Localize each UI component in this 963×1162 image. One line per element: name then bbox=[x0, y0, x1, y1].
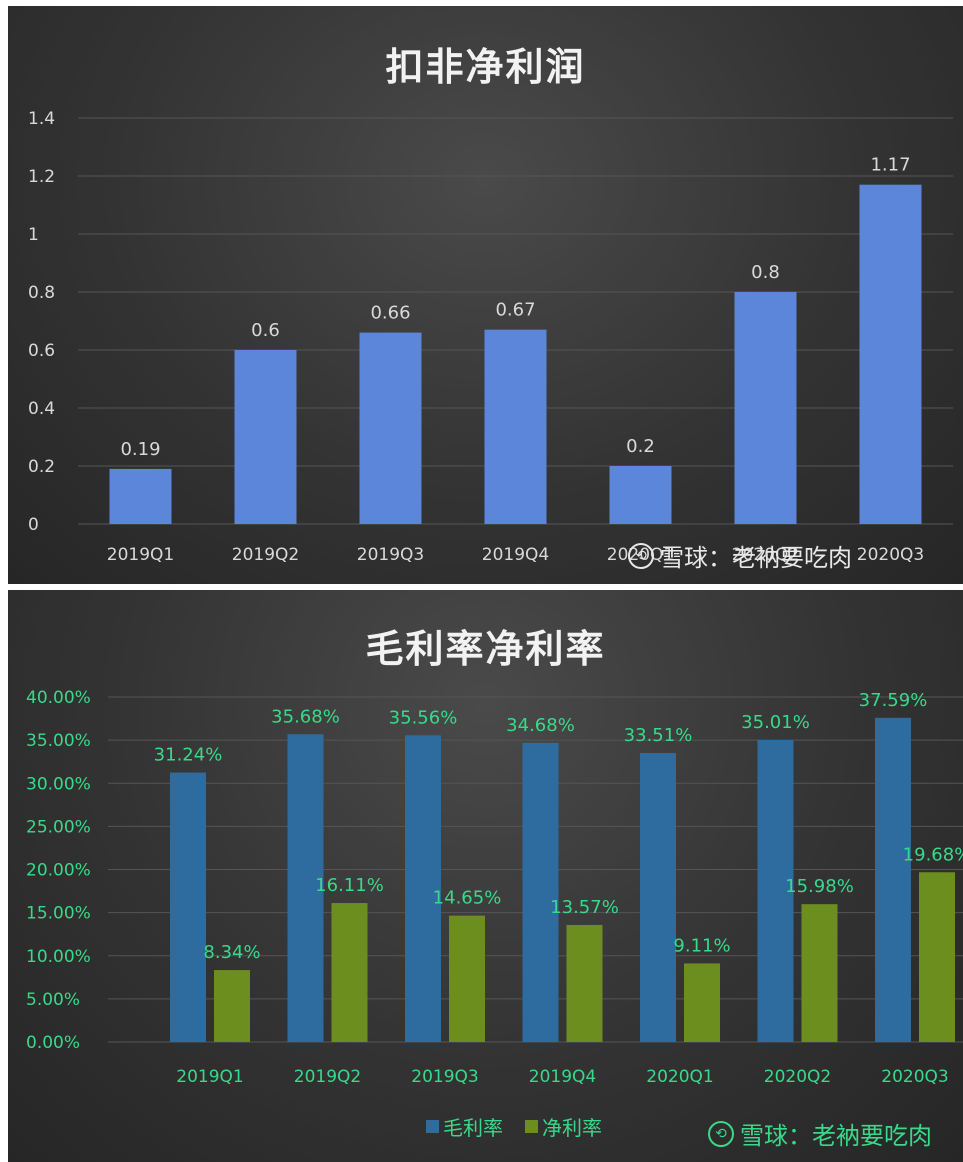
chart-title: 扣非净利润 bbox=[385, 45, 586, 89]
y-tick-label: 1.4 bbox=[28, 109, 55, 129]
bar bbox=[684, 963, 720, 1042]
data-label: 0.66 bbox=[370, 303, 410, 324]
bar bbox=[734, 292, 797, 524]
watermark-text: 雪球：老衲要吃肉 bbox=[660, 544, 852, 572]
y-tick-label: 30.00% bbox=[26, 774, 91, 794]
y-tick-label: 35.00% bbox=[26, 731, 91, 751]
data-label: 9.11% bbox=[673, 935, 730, 956]
x-tick-label: 2020Q3 bbox=[881, 1067, 948, 1087]
y-tick-label: 20.00% bbox=[26, 861, 91, 881]
bar bbox=[405, 735, 441, 1042]
legend-swatch bbox=[426, 1120, 439, 1133]
bar bbox=[484, 329, 547, 524]
data-label: 33.51% bbox=[624, 725, 693, 746]
x-tick-label: 2019Q4 bbox=[482, 545, 549, 565]
y-tick-label: 0 bbox=[28, 515, 39, 535]
data-label: 1.17 bbox=[870, 155, 910, 176]
y-tick-label: 0.6 bbox=[28, 341, 55, 361]
y-tick-label: 0.8 bbox=[28, 283, 55, 303]
chart-panel-margins: 毛利率净利率 0.00% 5.00% 10.00% 15.00% 20.00% 25.00… bbox=[8, 590, 963, 1162]
y-tick-label: 25.00% bbox=[26, 817, 91, 837]
bar bbox=[919, 872, 955, 1042]
data-label: 37.59% bbox=[859, 690, 928, 711]
data-label: 19.68% bbox=[903, 844, 963, 865]
y-tick-label: 0.4 bbox=[28, 399, 55, 419]
legend-swatch bbox=[525, 1120, 538, 1133]
data-label: 0.67 bbox=[495, 300, 535, 321]
data-label: 35.56% bbox=[389, 707, 458, 728]
y-tick-label: 0.2 bbox=[28, 457, 55, 477]
bar bbox=[331, 903, 368, 1042]
bar bbox=[609, 466, 672, 524]
x-tick-label: 2019Q4 bbox=[529, 1067, 596, 1087]
legend-label: 净利率 bbox=[542, 1116, 602, 1140]
legend-label: 毛利率 bbox=[443, 1116, 503, 1140]
bar bbox=[859, 184, 922, 524]
bar bbox=[522, 742, 559, 1042]
watermark: ⟲ 雪球：老衲要吃肉 bbox=[628, 538, 852, 573]
y-tick-label: 40.00% bbox=[26, 688, 91, 708]
bar bbox=[359, 332, 422, 524]
watermark: ⟲ 雪球：老衲要吃肉 bbox=[708, 1116, 932, 1151]
data-label: 0.2 bbox=[626, 436, 655, 457]
bar bbox=[875, 717, 911, 1042]
x-tick-label: 2020Q3 bbox=[857, 545, 924, 565]
data-label: 15.98% bbox=[785, 876, 854, 897]
y-tick-label: 10.00% bbox=[26, 947, 91, 967]
data-label: 35.01% bbox=[741, 712, 810, 733]
x-tick-label: 2019Q3 bbox=[357, 545, 424, 565]
x-tick-label: 2020Q1 bbox=[646, 1067, 713, 1087]
data-label: 0.19 bbox=[120, 439, 160, 460]
data-label: 34.68% bbox=[506, 715, 575, 736]
bar bbox=[214, 970, 250, 1042]
data-label: 13.57% bbox=[550, 897, 619, 918]
legend-item-gross-margin: 毛利率 bbox=[426, 1112, 503, 1141]
y-tick-label: 1 bbox=[28, 225, 39, 245]
bar bbox=[757, 740, 794, 1042]
data-label: 35.68% bbox=[271, 706, 340, 727]
x-tick-label: 2019Q2 bbox=[232, 545, 299, 565]
y-tick-label: 1.2 bbox=[28, 167, 55, 187]
data-label: 0.8 bbox=[751, 262, 780, 283]
watermark-text: 雪球：老衲要吃肉 bbox=[740, 1122, 932, 1150]
y-tick-label: 0.00% bbox=[26, 1033, 80, 1053]
snowball-logo-icon: ⟲ bbox=[628, 542, 654, 569]
chart-panel-net-profit: 扣非净利润 0 0.2 0.4 0.6 0.8 1 1.2 1.4 0.19 2019Q1 0.6 2… bbox=[8, 6, 963, 584]
data-label: 16.11% bbox=[315, 875, 384, 896]
x-tick-label: 2020Q2 bbox=[732, 545, 799, 565]
legend-item-net-margin: 净利率 bbox=[525, 1112, 602, 1141]
bar bbox=[109, 468, 172, 524]
x-tick-label: 2020Q2 bbox=[764, 1067, 831, 1087]
bar-chart-margins: 0.00% 5.00% 10.00% 15.00% 20.00% 25.00% 30.00%… bbox=[26, 688, 963, 1087]
data-label: 31.24% bbox=[154, 745, 223, 766]
data-label: 8.34% bbox=[203, 942, 260, 963]
chart-title: 毛利率净利率 bbox=[365, 627, 606, 671]
snowball-logo-icon: ⟲ bbox=[708, 1120, 734, 1147]
bar bbox=[234, 350, 297, 524]
bar-chart-net-profit: 0 0.2 0.4 0.6 0.8 1 1.2 1.4 0.19 2019Q1 0.6 2019Q2 0… bbox=[28, 109, 953, 565]
y-tick-label: 5.00% bbox=[26, 990, 80, 1010]
bar bbox=[640, 752, 676, 1042]
x-tick-label: 2019Q2 bbox=[294, 1067, 361, 1087]
bar bbox=[287, 734, 324, 1042]
bar bbox=[170, 772, 206, 1042]
y-tick-label: 15.00% bbox=[26, 904, 91, 924]
bar bbox=[566, 924, 603, 1042]
bar bbox=[801, 904, 838, 1042]
bar bbox=[449, 915, 485, 1042]
x-tick-label: 2019Q3 bbox=[411, 1067, 478, 1087]
data-label: 14.65% bbox=[433, 888, 502, 909]
x-tick-label: 2019Q1 bbox=[176, 1067, 243, 1087]
chart-legend: 毛利率 净利率 bbox=[426, 1112, 602, 1141]
x-tick-label: 2019Q1 bbox=[107, 545, 174, 565]
data-label: 0.6 bbox=[251, 320, 280, 341]
